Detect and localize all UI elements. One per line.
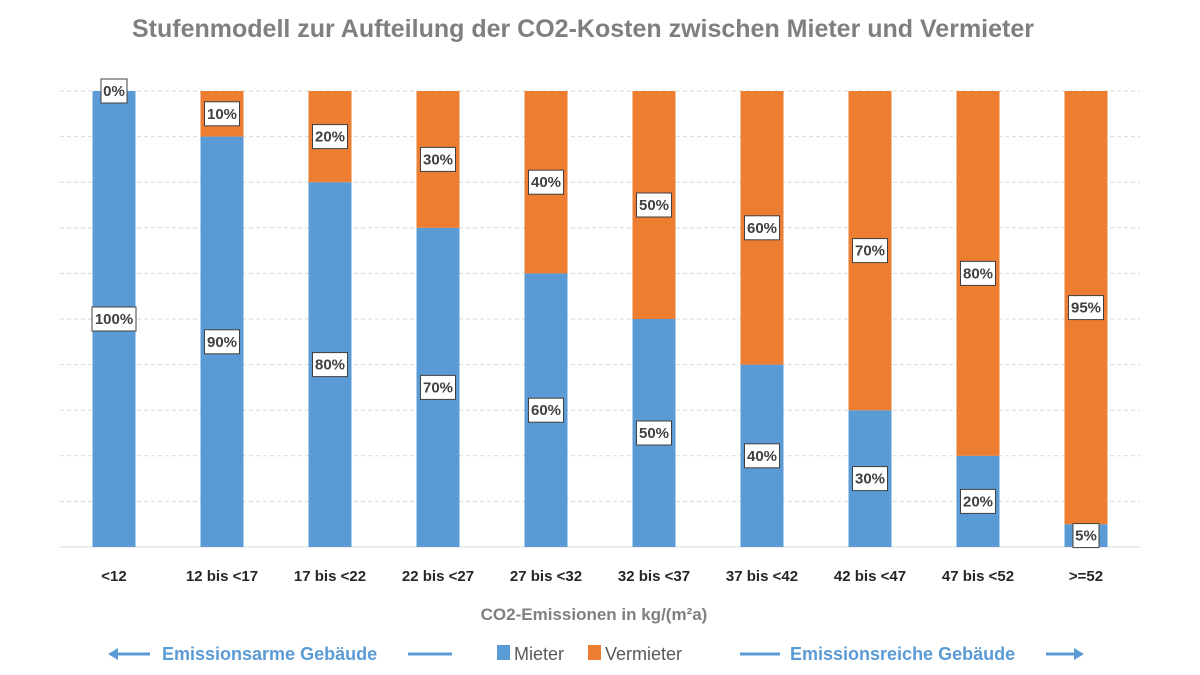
svg-text:60%: 60% (531, 402, 561, 419)
x-tick-label: 22 bis <27 (402, 568, 474, 585)
data-label: 60% (528, 397, 564, 423)
legend-label-mieter: Mieter (514, 644, 564, 664)
data-label: 40% (744, 443, 780, 469)
svg-text:20%: 20% (315, 129, 345, 146)
x-tick-label: 42 bis <47 (834, 568, 906, 585)
svg-text:20%: 20% (963, 493, 993, 510)
svg-text:80%: 80% (963, 265, 993, 282)
x-tick-label: 12 bis <17 (186, 568, 258, 585)
svg-text:70%: 70% (423, 379, 453, 396)
data-label: 30% (852, 466, 888, 492)
svg-text:40%: 40% (747, 448, 777, 465)
data-label: 70% (420, 374, 456, 400)
x-tick-label: 27 bis <32 (510, 568, 582, 585)
svg-text:90%: 90% (207, 334, 237, 351)
svg-text:50%: 50% (639, 425, 669, 442)
data-label: 30% (420, 146, 456, 172)
x-tick-label: 47 bis <52 (942, 568, 1014, 585)
right-arrow-icon (1046, 648, 1084, 660)
svg-text:50%: 50% (639, 197, 669, 214)
svg-text:40%: 40% (531, 174, 561, 191)
x-tick-label: 32 bis <37 (618, 568, 690, 585)
x-axis-ticks: <12 12 bis <17 17 bis <22 22 bis <27 27 bis … (101, 568, 1103, 585)
data-label: 0% (100, 78, 128, 104)
legend-left-annotation: Emissionsarme Gebäude (162, 644, 377, 664)
svg-text:70%: 70% (855, 243, 885, 260)
x-tick-label: >=52 (1069, 568, 1103, 585)
x-tick-label: 37 bis <42 (726, 568, 798, 585)
data-label: 20% (312, 124, 348, 150)
svg-text:80%: 80% (315, 357, 345, 374)
legend-label-vermieter: Vermieter (605, 644, 682, 664)
data-label: 95% (1068, 295, 1104, 321)
svg-text:95%: 95% (1071, 300, 1101, 317)
data-label: 50% (636, 192, 672, 218)
data-label: 100% (91, 306, 137, 332)
svg-text:30%: 30% (855, 471, 885, 488)
svg-text:100%: 100% (95, 311, 133, 328)
data-label: 10% (204, 101, 240, 127)
legend-right-annotation: Emissionsreiche Gebäude (790, 644, 1015, 664)
data-label: 50% (636, 420, 672, 446)
data-label: 5% (1072, 523, 1100, 549)
svg-text:0%: 0% (103, 83, 125, 100)
x-axis-label: CO2-Emissionen in kg/(m²a) (481, 605, 708, 624)
x-tick-label: 17 bis <22 (294, 568, 366, 585)
legend-swatch-mieter (497, 645, 510, 660)
data-label: 20% (960, 488, 996, 514)
svg-text:30%: 30% (423, 151, 453, 168)
data-labels: 100% 0% 90% 10% 80% 20% 70% 30% 60% 40% 50% 50% 40% 6… (91, 78, 1104, 549)
data-label: 80% (312, 352, 348, 378)
data-label: 60% (744, 215, 780, 241)
legend: Emissionsarme Gebäude Mieter Vermieter E… (108, 644, 1084, 664)
svg-text:5%: 5% (1075, 528, 1097, 545)
chart-title: Stufenmodell zur Aufteilung der CO2-Kost… (132, 15, 1034, 43)
legend-swatch-vermieter (588, 645, 601, 660)
svg-text:10%: 10% (207, 106, 237, 123)
data-label: 80% (960, 260, 996, 286)
x-tick-label: <12 (101, 568, 126, 585)
data-label: 40% (528, 169, 564, 195)
svg-text:60%: 60% (747, 220, 777, 237)
left-arrow-icon (108, 648, 150, 660)
data-label: 70% (852, 238, 888, 264)
data-label: 90% (204, 329, 240, 355)
